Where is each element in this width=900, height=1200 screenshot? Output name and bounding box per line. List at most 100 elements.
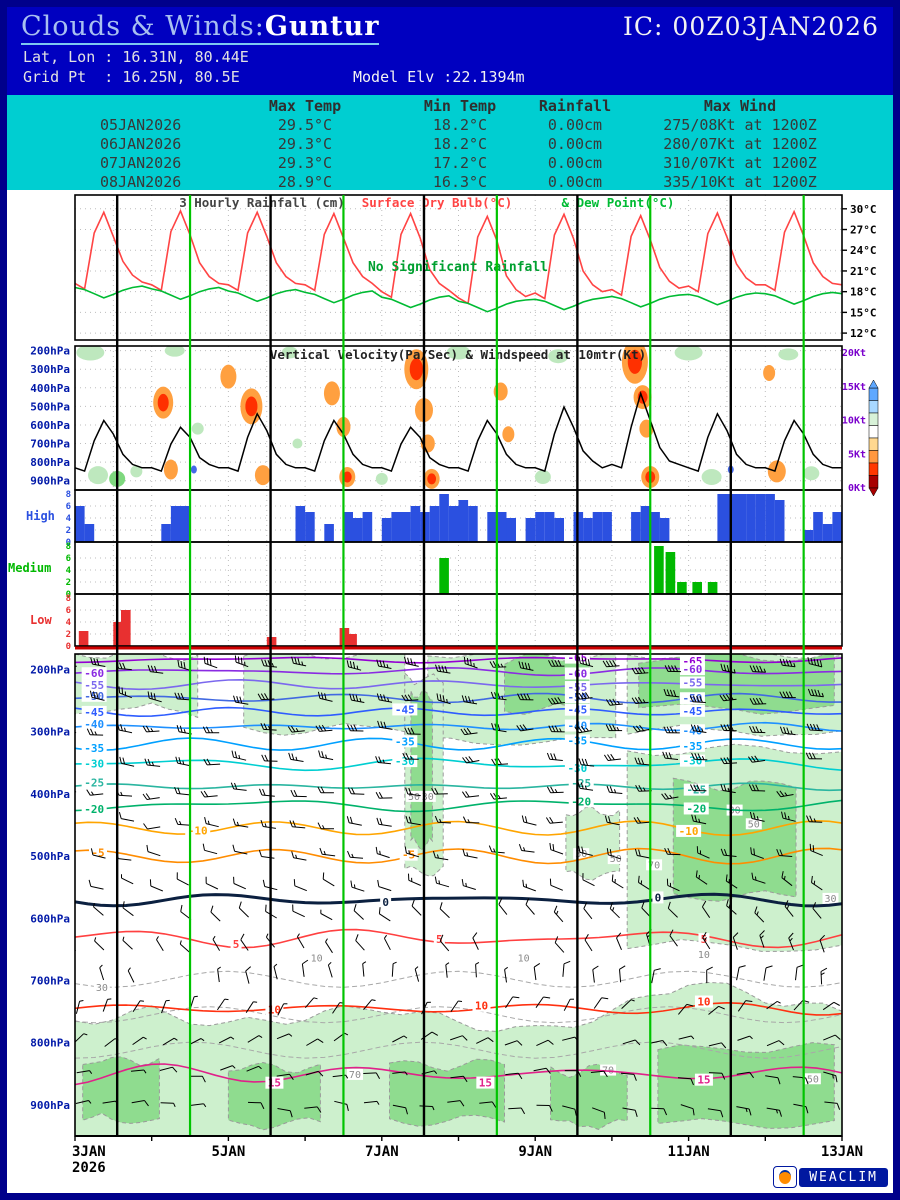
cloud-tick-label: 0 <box>66 642 71 652</box>
rh-label-bg <box>346 1068 363 1080</box>
colorbar-segment <box>868 412 879 426</box>
contour-label: -30 <box>395 755 415 768</box>
contour-label: -25 <box>84 776 104 789</box>
colorbar-segment <box>868 462 879 476</box>
rh-region <box>389 1058 505 1127</box>
rh-region <box>82 1056 160 1124</box>
cloud-bar <box>121 610 131 646</box>
date-label: 9JAN <box>518 1144 552 1160</box>
pressure-tick-label: 900hPa <box>30 475 70 488</box>
contour-label: 10 <box>475 1000 488 1013</box>
contour-label: 0 <box>382 896 389 909</box>
vv-blob <box>767 460 786 483</box>
contour-label: 15 <box>697 1074 710 1087</box>
rh-region <box>550 1063 628 1130</box>
cloud-tick-label: 2 <box>66 578 71 588</box>
panel-border <box>74 194 843 341</box>
cloud-bar <box>707 582 718 594</box>
date-label: 3JAN <box>72 1144 106 1160</box>
weaclim-icon <box>773 1166 798 1188</box>
contour-label: -30 <box>84 758 104 771</box>
brand-name: WEACLIM <box>799 1167 888 1187</box>
contour-label-bg <box>683 802 709 815</box>
pressure-tick-label: 700hPa <box>30 438 70 451</box>
cloud-tick-label: 4 <box>66 566 72 576</box>
contour-label-bg <box>81 705 107 718</box>
cloud-bar <box>391 512 401 542</box>
contour-label: -60 <box>84 667 104 680</box>
contour-label: -20 <box>571 795 591 808</box>
weaclim-ball-icon <box>779 1170 792 1184</box>
windspeed-axis-label: 20Kt <box>842 348 866 359</box>
col-min-temp: Min Temp <box>423 97 497 115</box>
temp-contour--65 <box>75 656 842 664</box>
vv-blob <box>163 459 178 480</box>
rh-label-bg <box>646 859 663 871</box>
vv-blob <box>76 346 105 361</box>
cloud-tick-label: 6 <box>66 554 71 564</box>
grid-point: Grid Pt : 16.25N, 80.5E <box>23 68 240 86</box>
colorbar-segment <box>868 475 879 489</box>
cloud-bar <box>554 518 564 542</box>
temp-contour-10 <box>75 1001 842 1016</box>
cell-max-temp: 28.9°C <box>277 173 333 191</box>
contour-label: 5 <box>233 938 240 951</box>
header: Clouds & Winds:Guntur IC: 00Z03JAN2026 L… <box>7 7 893 95</box>
model-elevation: Model Elv :22.1394m <box>353 68 525 86</box>
rainfall-title: 3 Hourly Rainfall (cm) <box>179 195 345 210</box>
updraft-core <box>342 471 352 483</box>
contour-label: -10 <box>188 825 208 838</box>
cloud-high: 8 6 4 2 0 High <box>26 490 842 548</box>
cloud-bar <box>75 506 85 542</box>
contour-label: 0 <box>655 891 662 904</box>
contour-label: -45 <box>395 703 415 716</box>
contour-label-bg <box>81 757 107 770</box>
cloud-group-label: Low <box>30 613 52 627</box>
cloud-bar <box>602 512 612 542</box>
rh-label-bg <box>695 948 712 960</box>
grid-row: Grid Pt : 16.25N, 80.5E Model Elv :22.13… <box>23 68 893 86</box>
pressure-tick-label: 600hPa <box>30 912 70 925</box>
cloud-tick-label: 0 <box>66 590 71 600</box>
cloud-tick-label: 8 <box>66 490 71 500</box>
cloud-bar <box>439 558 449 594</box>
contour-label: -35 <box>395 735 415 748</box>
cloud-bar <box>506 518 516 542</box>
temp-tick-label: 15°C <box>850 306 877 319</box>
pressure-tick-label: 500hPa <box>30 850 70 863</box>
cloud-bar <box>717 494 727 542</box>
row-spacer <box>7 154 100 173</box>
cell-rainfall: 0.00cm <box>547 116 603 134</box>
pressure-tick-label: 200hPa <box>30 664 70 677</box>
temp-contour-0 <box>75 892 842 908</box>
vv-blob <box>502 426 515 443</box>
windspeed-axis-label: 15Kt <box>842 382 866 393</box>
cell-date: 08JAN2026 <box>100 173 182 191</box>
cloud-bar <box>496 512 507 542</box>
cloud-tick-label: 2 <box>66 630 71 640</box>
rh-label: 10 <box>311 954 323 965</box>
cloud-tick-label: 0 <box>66 538 71 548</box>
pressure-tick-label: 700hPa <box>30 975 70 988</box>
vv-title: Vertical Velocity(Pa/Sec) & Windspeed at… <box>270 347 646 362</box>
pressure-tick-label: 400hPa <box>30 788 70 801</box>
temp-contour-5 <box>75 928 842 949</box>
updraft-core <box>427 473 437 485</box>
contour-label: -55 <box>682 676 702 689</box>
cloud-bar <box>410 506 421 542</box>
temp-contour--20 <box>75 799 842 813</box>
colorbar-segment <box>868 425 879 439</box>
drybulb-title: Surface Dry Bulb(°C) <box>362 195 513 210</box>
rh-label-bg <box>573 848 590 860</box>
rh-region <box>565 806 621 881</box>
contour-label-bg <box>694 995 713 1008</box>
vv-blob <box>803 466 820 481</box>
rh-region <box>672 777 797 902</box>
contour-label-bg <box>81 803 107 816</box>
cloud-bar <box>755 494 766 542</box>
temp-contour--55 <box>75 678 842 691</box>
cloud-bar <box>381 518 392 542</box>
vv-blob <box>534 469 551 484</box>
rh-label-bg <box>515 952 532 964</box>
year-label: 2026 <box>72 1160 106 1176</box>
